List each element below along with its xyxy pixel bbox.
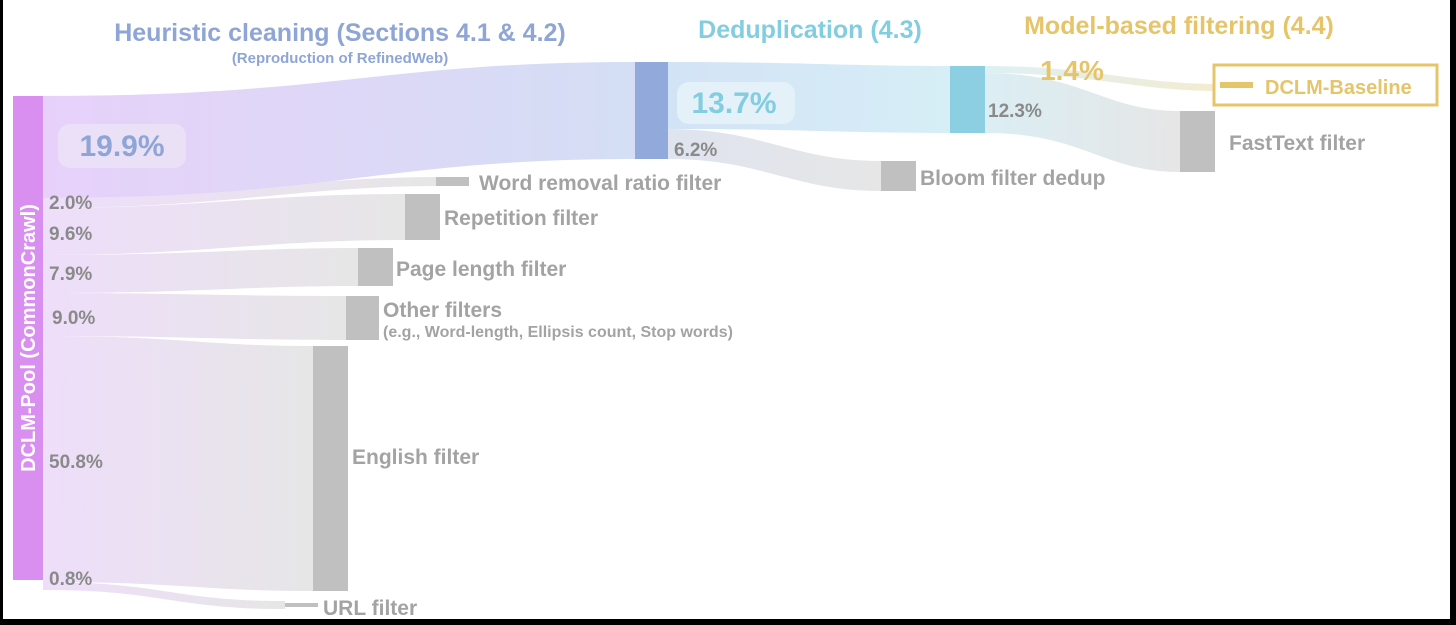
node-dclm-pool [13, 96, 43, 580]
pct-url: 0.8% [49, 569, 92, 590]
flow-heuristic-kept [43, 62, 635, 198]
diagram-frame: 19.9% 13.7% 1.4% Heuristic cleaning (Sec… [3, 0, 1450, 619]
flow-other-filters [43, 293, 346, 340]
node-word-removal-ratio-filter [436, 177, 469, 186]
flow-repetition-filter [43, 194, 405, 255]
node-heuristic-output [635, 62, 668, 159]
node-dedup-output [950, 66, 985, 133]
flow-model-kept [985, 66, 1223, 91]
flow-english-filter [43, 336, 313, 591]
flow-word-removal-filter [43, 177, 436, 208]
flow-fasttext-filter [985, 73, 1180, 172]
pct-bloom-dedup: 6.2% [674, 140, 717, 161]
label-page-length-filter: Page length filter [396, 258, 566, 281]
pct-other-filters: 9.0% [52, 308, 95, 329]
node-fasttext-filter [1180, 111, 1215, 172]
nodes [13, 62, 1439, 607]
stage-title-model: Model-based filtering (4.4) [1024, 12, 1334, 40]
label-repetition-filter: Repetition filter [444, 207, 598, 230]
flow-page-length-filter [43, 248, 358, 293]
pct-fasttext: 12.3% [988, 101, 1042, 122]
node-repetition-filter [405, 194, 440, 240]
pct-heuristic-kept: 19.9% [79, 130, 164, 163]
node-bloom-filter-dedup [881, 161, 916, 191]
node-english-filter [313, 346, 348, 591]
pct-dedup-kept: 13.7% [691, 87, 776, 120]
pill-dedup-kept [677, 82, 795, 124]
pill-heuristic-kept [58, 124, 186, 168]
sankey-diagram: 19.9% 13.7% 1.4% Heuristic cleaning (Sec… [13, 12, 1439, 619]
label-bloom-filter-dedup: Bloom filter dedup [920, 167, 1106, 190]
label-dclm-baseline: DCLM-Baseline [1265, 77, 1412, 99]
pct-word-removal: 2.0% [49, 193, 92, 214]
node-dclm-baseline [1220, 82, 1253, 88]
label-english-filter: English filter [352, 446, 479, 469]
pct-english: 50.8% [49, 452, 103, 473]
sublabel-other-filters: (e.g., Word-length, Ellipsis count, Stop… [383, 324, 733, 341]
stage-title-dedup: Deduplication (4.3) [698, 16, 922, 44]
stage-title-heuristic: Heuristic cleaning (Sections 4.1 & 4.2) [114, 19, 566, 47]
node-other-filters [346, 296, 379, 340]
source-label: DCLM-Pool (CommonCrawl) [18, 204, 40, 472]
flow-bloom-dedup [668, 129, 881, 191]
label-fasttext-filter: FastText filter [1229, 132, 1365, 155]
label-other-filters: Other filters [383, 299, 502, 322]
pct-page-length: 7.9% [49, 264, 92, 285]
node-page-length-filter [358, 248, 393, 286]
stage-subtitle-heuristic: (Reproduction of RefinedWeb) [232, 50, 448, 67]
pct-repetition: 9.6% [49, 224, 92, 245]
flow-url-filter [43, 582, 285, 609]
label-url-filter: URL filter [323, 597, 417, 619]
pct-model-kept: 1.4% [1040, 55, 1104, 86]
node-url-filter [285, 603, 318, 607]
label-word-removal-ratio-filter: Word removal ratio filter [479, 172, 721, 195]
